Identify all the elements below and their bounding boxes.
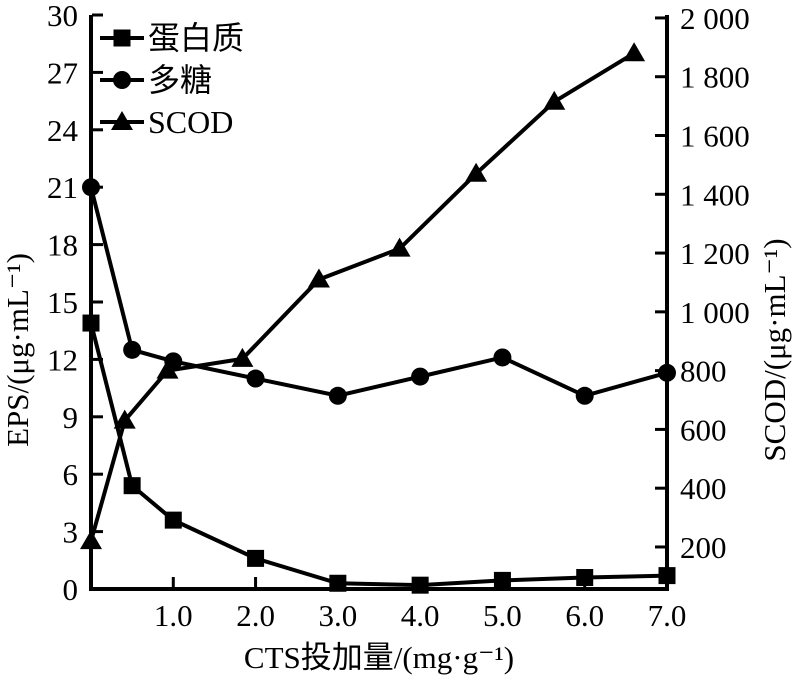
right-axis-tick-label: 1 000	[680, 295, 750, 330]
right-axis-tick-label: 1 200	[680, 236, 750, 271]
data-point-triangle	[231, 347, 254, 367]
legend-marker-triangle	[111, 111, 133, 130]
data-point-square	[658, 567, 676, 585]
right-axis-tick-label: 400	[680, 471, 727, 506]
legend-label-polysaccharide: 多糖	[148, 62, 213, 98]
data-point-circle	[123, 340, 142, 359]
data-point-circle	[82, 178, 100, 197]
x-axis-tick-label: 1.0	[154, 598, 193, 633]
data-point-square	[164, 511, 182, 529]
data-point-triangle	[113, 409, 136, 429]
right-axis-title: SCOD/(μg·mL⁻¹)	[757, 238, 792, 462]
data-point-square	[123, 477, 141, 495]
x-axis-tick-label: 5.0	[483, 598, 522, 633]
x-axis-tick-label: 3.0	[318, 598, 357, 633]
data-point-square	[576, 569, 594, 587]
legend-marker-circle	[113, 71, 131, 89]
data-point-square	[493, 571, 511, 589]
left-axis-tick-label: 27	[47, 55, 78, 90]
x-axis-tick-label: 4.0	[401, 598, 440, 633]
data-point-square	[329, 574, 347, 592]
left-axis-tick-label: 18	[47, 228, 78, 263]
data-point-square	[82, 314, 100, 332]
x-axis-title: CTS投加量/(mg·g⁻¹)	[243, 640, 515, 675]
right-axis-tick-label: 1 400	[680, 177, 750, 212]
x-axis-tick-label: 2.0	[236, 598, 275, 633]
data-point-triangle	[543, 90, 566, 110]
right-axis-tick-label: 600	[680, 412, 727, 447]
right-axis-tick-label: 1 600	[680, 119, 750, 154]
data-point-triangle	[623, 42, 646, 62]
left-axis-tick-label: 12	[47, 342, 78, 377]
data-point-square	[247, 549, 265, 567]
right-axis-tick-label: 1 800	[680, 60, 750, 95]
left-axis-tick-label: 0	[63, 572, 79, 607]
data-point-triangle	[388, 237, 411, 257]
right-axis-tick-label: 800	[680, 354, 727, 389]
left-axis-tick-label: 6	[63, 457, 79, 492]
legend-label-protein: 蛋白质	[148, 20, 245, 56]
right-axis-tick-label: 200	[680, 530, 727, 565]
data-point-circle	[328, 386, 347, 405]
data-point-square	[411, 576, 429, 594]
data-point-circle	[246, 369, 265, 388]
data-point-circle	[411, 367, 430, 386]
data-point-circle	[575, 386, 594, 405]
x-axis-tick-label: 7.0	[648, 598, 687, 633]
left-axis-title: EPS/(μg·mL⁻¹)	[0, 253, 35, 447]
data-point-triangle	[156, 359, 179, 379]
left-axis-tick-label: 3	[63, 515, 79, 550]
left-axis-tick-label: 9	[63, 400, 79, 435]
right-axis-tick-label: 2 000	[680, 1, 750, 36]
data-point-triangle	[307, 268, 330, 288]
data-point-triangle	[80, 530, 102, 550]
left-axis-tick-label: 15	[47, 285, 78, 320]
data-point-triangle	[465, 162, 488, 182]
data-point-circle	[493, 348, 512, 367]
legend-marker-square	[113, 29, 131, 47]
x-axis-tick-label: 6.0	[565, 598, 604, 633]
left-axis-tick-label: 30	[47, 0, 78, 33]
left-axis-tick-label: 24	[47, 113, 79, 148]
left-axis-tick-label: 21	[47, 170, 78, 205]
legend-label-scod: SCOD	[148, 104, 234, 140]
data-point-circle	[658, 363, 676, 382]
